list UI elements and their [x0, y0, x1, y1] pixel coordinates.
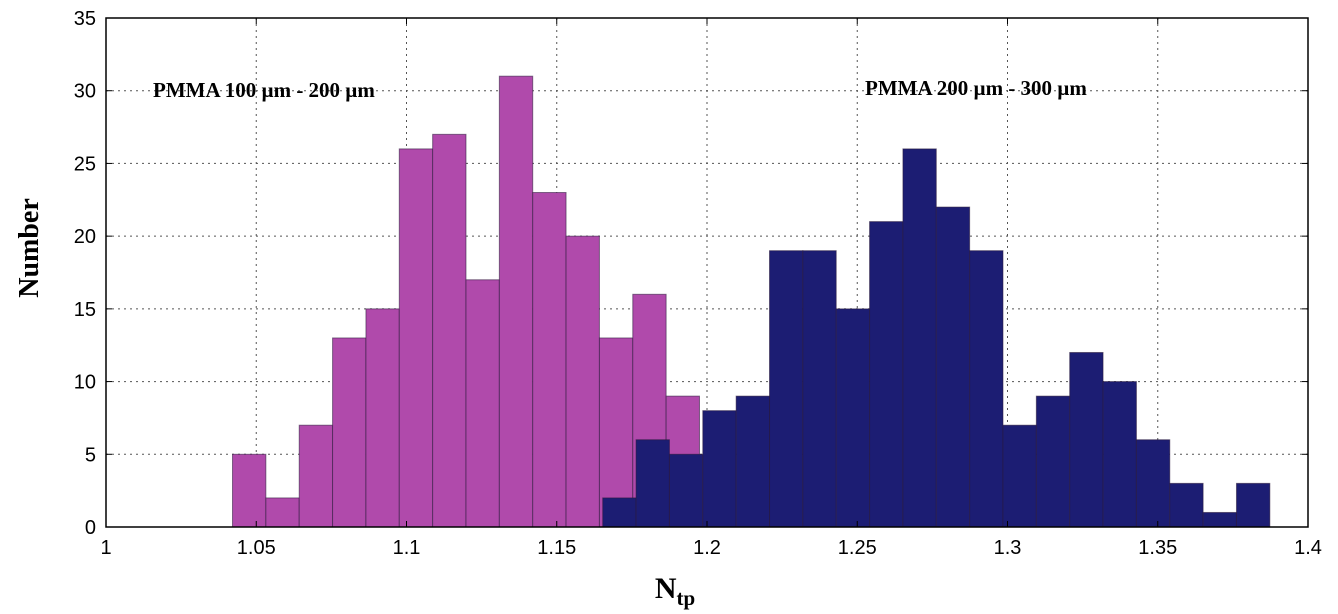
- bar: [802, 250, 837, 528]
- series-label-pmma-100-200: PMMA 100 µm - 200 µm: [153, 78, 375, 102]
- bar: [635, 439, 670, 528]
- x-tick-label: 1.3: [994, 537, 1022, 559]
- x-tick-label: 1.05: [237, 537, 276, 559]
- x-tick-label: 1: [100, 537, 111, 559]
- x-axis-label-main: N: [655, 572, 677, 605]
- bar: [365, 308, 400, 528]
- bar: [232, 453, 267, 528]
- bar: [702, 410, 737, 528]
- bar: [265, 497, 300, 528]
- y-tick-label: 20: [74, 226, 96, 248]
- bar: [1169, 482, 1204, 528]
- series-label-pmma-200-300: PMMA 200 µm - 300 µm: [865, 76, 1087, 100]
- x-axis-label: Ntp: [655, 572, 695, 610]
- bar: [532, 192, 567, 528]
- bar: [565, 235, 600, 528]
- bar: [1102, 381, 1137, 528]
- y-tick-label: 30: [74, 81, 96, 103]
- bar: [668, 453, 704, 528]
- bar: [432, 133, 467, 528]
- bar: [1035, 395, 1071, 528]
- x-axis-label-subscript: tp: [676, 586, 695, 610]
- histogram-bars: [232, 75, 1271, 528]
- bar: [869, 221, 904, 528]
- y-tick-label: 15: [74, 299, 96, 321]
- y-tick-label: 35: [74, 8, 96, 30]
- bar: [602, 497, 637, 528]
- bar: [398, 148, 434, 528]
- bar: [735, 395, 771, 528]
- x-tick-label: 1.25: [838, 537, 877, 559]
- series-2-bars: [602, 148, 1271, 528]
- bar: [498, 75, 534, 528]
- y-tick-label: 10: [74, 372, 96, 394]
- bar: [902, 148, 937, 528]
- y-axis-label: Number: [14, 198, 45, 298]
- bar: [1002, 424, 1037, 528]
- bar: [935, 206, 971, 528]
- x-tick-label: 1.15: [537, 537, 576, 559]
- bar: [598, 337, 634, 528]
- axis-ticks: 1 1.05 1.1 1.15 1.2 1.25 1.3 1.35 1.4 0 5 10 15 20 25 3…: [74, 8, 1322, 559]
- x-tick-label: 1.1: [393, 537, 421, 559]
- bar: [332, 337, 367, 528]
- x-tick-label: 1.4: [1294, 537, 1322, 559]
- y-tick-label: 0: [85, 517, 96, 539]
- y-tick-label: 25: [74, 153, 96, 175]
- bar: [769, 250, 804, 528]
- bar: [465, 279, 500, 528]
- bar: [1069, 351, 1104, 528]
- y-tick-label: 5: [85, 444, 96, 466]
- bar: [298, 424, 334, 528]
- series-1-bars: [232, 75, 700, 528]
- bar: [1235, 482, 1271, 528]
- bar: [1202, 511, 1237, 528]
- x-tick-label: 1.2: [693, 537, 721, 559]
- bar: [835, 308, 871, 528]
- bar: [969, 250, 1004, 528]
- x-tick-label: 1.35: [1138, 537, 1177, 559]
- bar: [1135, 439, 1171, 528]
